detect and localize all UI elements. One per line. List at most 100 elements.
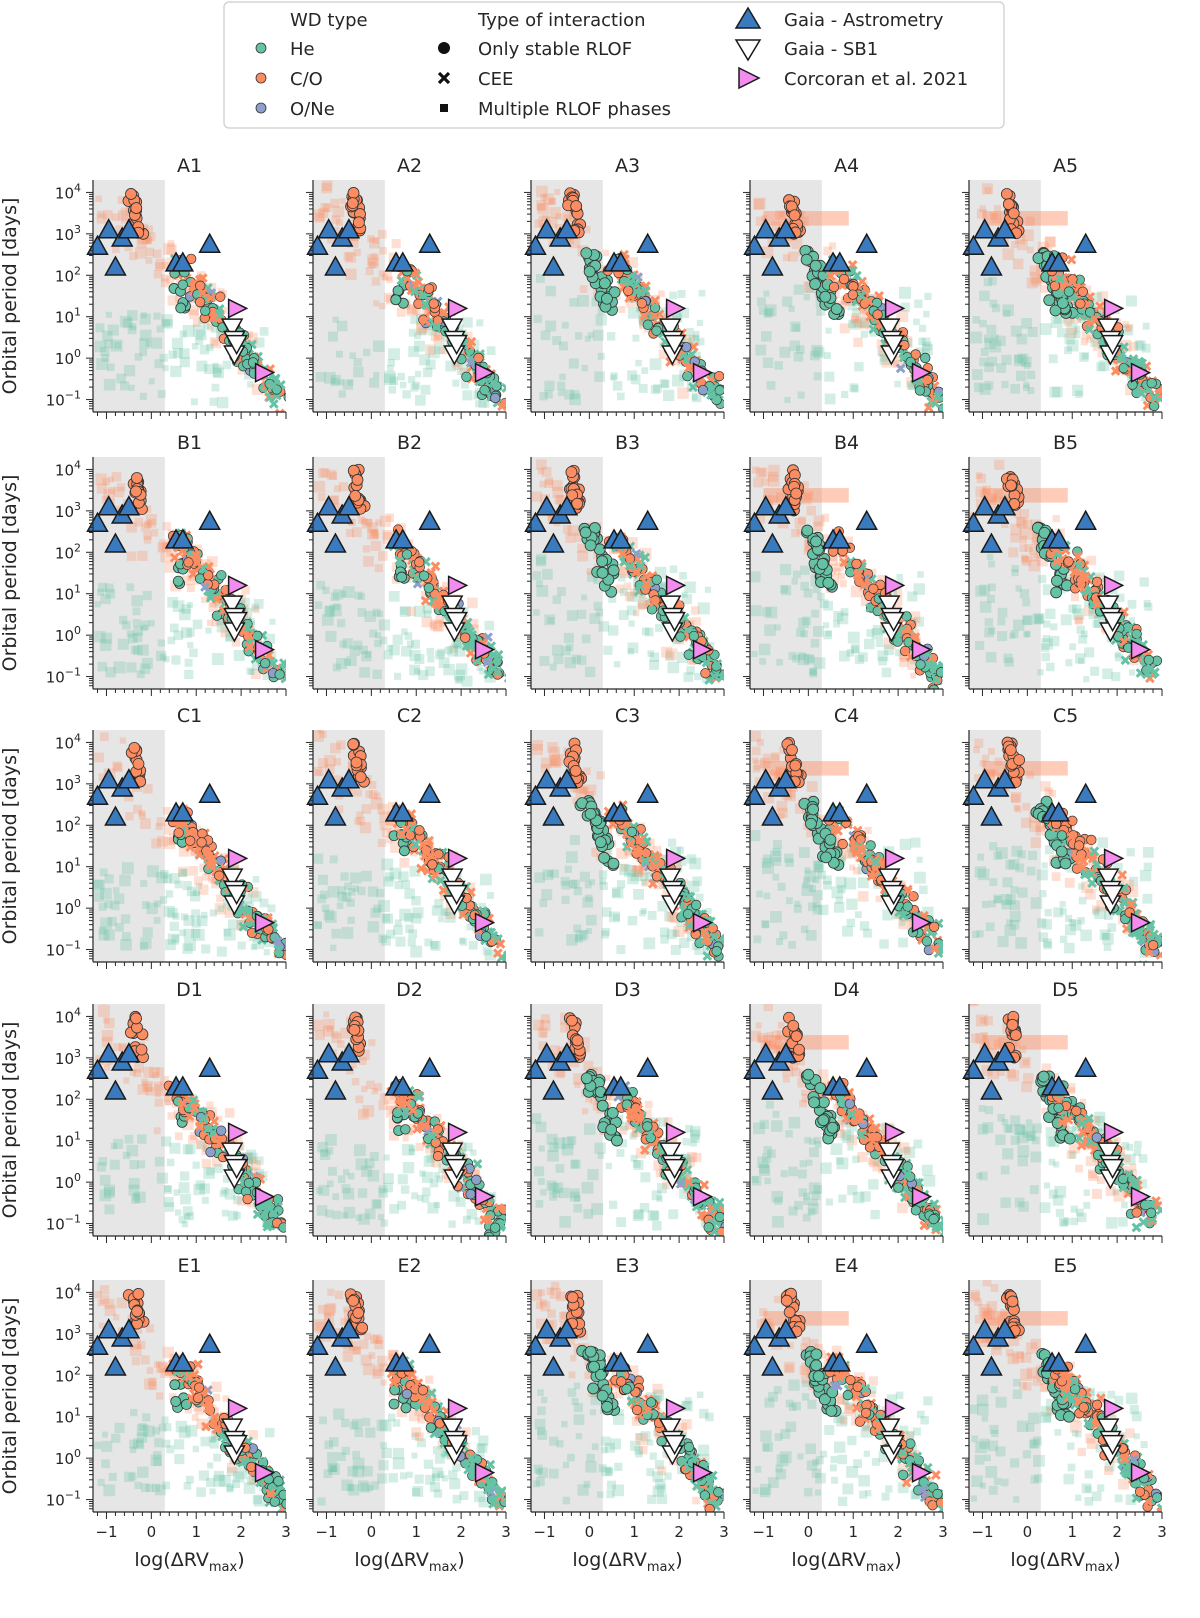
he-density-cell: [191, 918, 201, 928]
he-density-cell: [237, 941, 246, 950]
co-density-cell: [164, 561, 176, 573]
gaia-astrometry-point: [828, 528, 852, 549]
co-density-cell: [768, 464, 780, 477]
he-density-cell: [435, 650, 445, 660]
he-density-cell: [656, 581, 667, 592]
he-density-cell: [192, 619, 203, 630]
he-density-cell: [628, 620, 635, 627]
co-density-cell: [976, 473, 987, 484]
y-tick-label: 100: [55, 624, 81, 645]
co-density-cell: [331, 215, 341, 225]
co-density-cell: [382, 529, 393, 540]
co-density-cell: [145, 247, 155, 257]
cee-point: [641, 571, 652, 582]
co-density-cell: [251, 383, 264, 395]
co-density-band: [763, 488, 849, 503]
he-density-cell: [119, 874, 131, 887]
co-point: [566, 489, 579, 502]
co-density-cell: [166, 275, 175, 284]
co-density-cell: [373, 300, 380, 307]
he-density-cell: [644, 627, 654, 637]
gaia-sb1-point: [663, 334, 686, 356]
co-density-cell: [248, 887, 259, 898]
co-density-cell: [159, 539, 171, 551]
co-density-cell: [677, 387, 689, 399]
co-density-cell: [320, 203, 330, 213]
he-density-cell: [693, 330, 700, 338]
he-density-cell: [906, 381, 916, 390]
co-density-cell: [330, 495, 339, 504]
he-density-cell: [159, 353, 168, 362]
he-density-cell: [1023, 384, 1030, 392]
he-density-cell: [130, 645, 140, 655]
he-density-cell: [1092, 619, 1101, 628]
he-density-cell: [376, 610, 384, 618]
he-density-cell: [253, 599, 264, 609]
rlof-point: [490, 392, 501, 404]
he-density-cell: [681, 594, 693, 605]
he-density-cell: [907, 591, 918, 602]
he-density-cell: [667, 661, 680, 674]
he-density-cell: [1011, 565, 1019, 573]
he-density-cell: [179, 357, 190, 368]
he-density-cell: [104, 899, 113, 909]
co-density-cell: [382, 271, 392, 281]
he-density-cell: [765, 606, 778, 619]
he-density-cell: [763, 309, 773, 318]
he-density-cell: [426, 647, 435, 656]
he-density-cell: [1015, 585, 1022, 592]
he-density-cell: [1113, 570, 1125, 582]
he-density-cell: [195, 883, 202, 890]
he-density-cell: [98, 929, 110, 941]
population: [970, 183, 1162, 412]
corcoran-point: [447, 298, 469, 319]
he-point: [396, 571, 408, 583]
gaia-astrometry-point: [774, 218, 798, 239]
co-density-cell: [574, 532, 585, 542]
he-point: [809, 278, 822, 290]
co-density-cell: [554, 495, 564, 504]
co-density-cell: [554, 188, 561, 196]
co-density-cell: [1030, 553, 1039, 562]
he-density-cell: [115, 922, 124, 932]
he-density-cell: [379, 636, 388, 645]
he-density-cell: [478, 399, 487, 408]
he-density-cell: [792, 324, 800, 332]
he-density-cell: [182, 880, 192, 891]
gaia-astrometry-point: [337, 218, 361, 239]
co-density-cell: [767, 471, 778, 482]
co-density-cell: [799, 216, 809, 227]
he-density-cell: [181, 913, 189, 921]
he-density-cell: [414, 332, 421, 340]
he-point: [810, 535, 822, 548]
he-density-cell: [199, 344, 210, 355]
legend-corcoran-label: Corcoran et al. 2021: [784, 69, 968, 90]
he-density-cell: [610, 372, 618, 380]
he-density-cell: [330, 377, 339, 386]
co-density-cell: [379, 302, 386, 310]
co-density-cell: [379, 515, 392, 527]
he-point: [608, 286, 621, 299]
he-density-cell: [126, 583, 135, 592]
he-density-cell: [142, 927, 153, 938]
y-axis-label: Orbital period [days]: [0, 198, 21, 395]
he-density-cell: [984, 618, 994, 627]
he-density-cell: [121, 862, 134, 875]
he-density-cell: [357, 608, 367, 617]
he-density-cell: [267, 904, 276, 913]
corcoran-point: [227, 575, 249, 596]
he-density-cell: [1022, 615, 1032, 625]
he-point: [598, 277, 611, 290]
he-density-cell: [322, 586, 330, 595]
cee-point: [1076, 581, 1086, 592]
co-density-cell: [1002, 248, 1015, 261]
population: [750, 464, 943, 689]
he-density-cell: [357, 592, 366, 601]
he-density-cell: [593, 572, 605, 585]
he-density-cell: [988, 560, 996, 568]
he-density-cell: [1001, 354, 1012, 365]
co-density-cell: [367, 522, 378, 533]
cee-point: [503, 673, 506, 683]
he-density-cell: [688, 335, 700, 347]
